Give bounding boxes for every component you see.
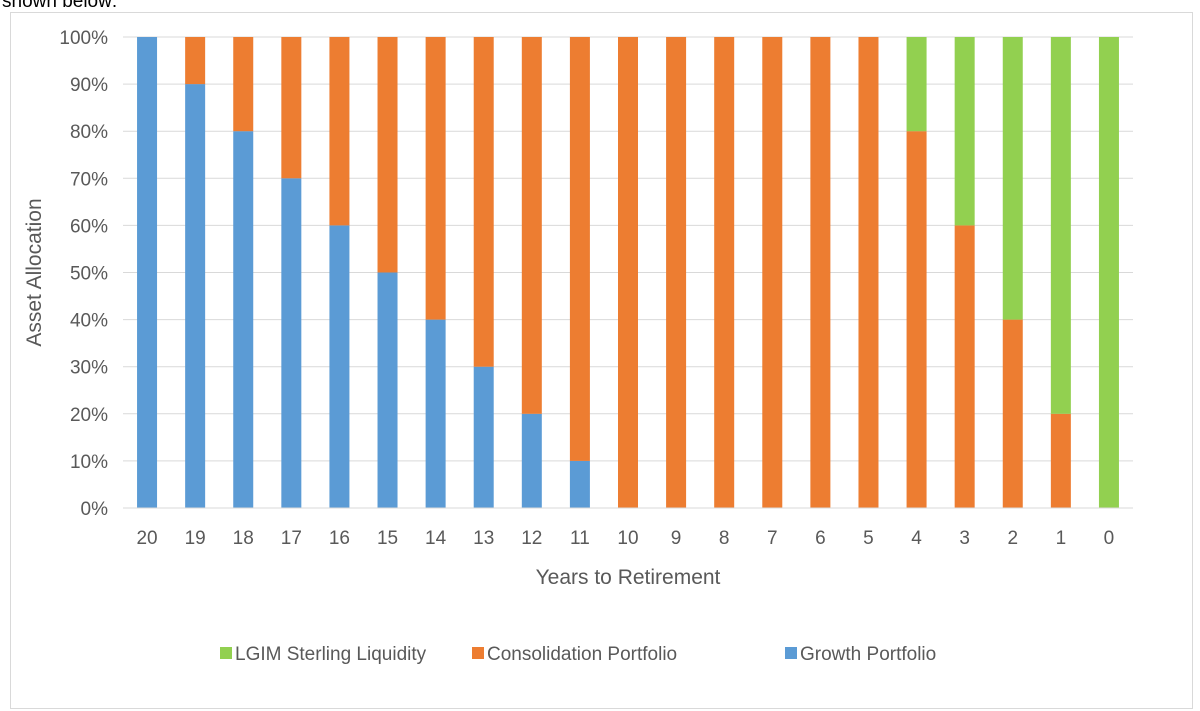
x-tick-label: 20 xyxy=(136,528,157,549)
bar-consolidation-portfolio xyxy=(329,37,350,226)
legend-label-consolidation-portfolio: Consolidation Portfolio xyxy=(487,644,677,665)
x-tick-label: 12 xyxy=(521,528,542,549)
y-tick-label: 90% xyxy=(70,75,108,96)
bar-consolidation-portfolio xyxy=(1002,319,1023,508)
bar-growth-portfolio xyxy=(377,272,398,508)
bar-consolidation-portfolio xyxy=(521,37,542,414)
bar-growth-portfolio xyxy=(281,178,302,509)
y-tick-label: 0% xyxy=(81,499,109,520)
bar-lgim-sterling-liquidity xyxy=(906,37,927,132)
intro-text: shown below: xyxy=(2,0,118,12)
x-tick-label: 14 xyxy=(425,528,447,549)
x-tick-label: 16 xyxy=(329,528,350,549)
x-tick-label: 8 xyxy=(719,528,730,549)
bar-lgim-sterling-liquidity xyxy=(1098,37,1119,508)
y-tick-label: 60% xyxy=(70,216,108,237)
x-tick-label: 15 xyxy=(377,528,398,549)
x-tick-label: 0 xyxy=(1104,528,1115,549)
bar-growth-portfolio xyxy=(233,131,254,508)
y-tick-label: 20% xyxy=(70,405,108,426)
bars xyxy=(137,37,1119,509)
bar-growth-portfolio xyxy=(329,225,350,508)
y-tick-label: 80% xyxy=(70,122,108,143)
bar-consolidation-portfolio xyxy=(473,37,494,367)
y-tick-label: 10% xyxy=(70,452,108,473)
bar-consolidation-portfolio xyxy=(762,37,783,508)
bar-consolidation-portfolio xyxy=(666,37,687,508)
bar-consolidation-portfolio xyxy=(810,37,831,508)
bar-growth-portfolio xyxy=(137,37,158,508)
y-axis-title: Asset Allocation xyxy=(23,198,46,346)
y-tick-label: 40% xyxy=(70,311,108,332)
bar-lgim-sterling-liquidity xyxy=(1050,37,1071,414)
bar-consolidation-portfolio xyxy=(377,37,398,273)
y-tick-label: 30% xyxy=(70,358,108,379)
chart-frame xyxy=(10,12,1193,709)
bar-lgim-sterling-liquidity xyxy=(1002,37,1023,320)
bar-consolidation-portfolio xyxy=(858,37,879,508)
bar-consolidation-portfolio xyxy=(281,37,302,179)
bar-consolidation-portfolio xyxy=(233,37,254,132)
y-tick-label: 50% xyxy=(70,264,108,285)
x-tick-label: 19 xyxy=(185,528,206,549)
legend-label-lgim-sterling-liquidity: LGIM Sterling Liquidity xyxy=(235,644,427,665)
bar-consolidation-portfolio xyxy=(425,37,446,320)
bar-consolidation-portfolio xyxy=(954,225,975,508)
bar-consolidation-portfolio xyxy=(569,37,590,461)
legend-swatch-lgim-sterling-liquidity xyxy=(220,647,232,659)
x-axis-title: Years to Retirement xyxy=(536,566,721,589)
y-tick-label: 100% xyxy=(59,28,108,49)
legend-swatch-consolidation-portfolio xyxy=(472,647,484,659)
bar-consolidation-portfolio xyxy=(185,37,206,85)
bar-lgim-sterling-liquidity xyxy=(954,37,975,226)
x-tick-label: 7 xyxy=(767,528,778,549)
x-tick-label: 3 xyxy=(959,528,970,549)
x-tick-label: 6 xyxy=(815,528,826,549)
x-axis-ticks: 20 19 18 17 16 15 14 13 12 11 10 9 8 7 6 5 4 3 2 1 0 xyxy=(136,528,1114,549)
y-axis-ticks: 0% 10% 20% 30% 40% 50% 60% 70% 80% 90% 100% xyxy=(59,28,108,520)
bar-consolidation-portfolio xyxy=(1050,413,1071,508)
x-tick-label: 4 xyxy=(911,528,922,549)
bar-growth-portfolio xyxy=(473,366,494,508)
bar-growth-portfolio xyxy=(425,319,446,508)
bar-consolidation-portfolio xyxy=(906,131,927,508)
x-tick-label: 2 xyxy=(1007,528,1018,549)
legend: LGIM Sterling Liquidity Consolidation Por… xyxy=(220,644,936,665)
bar-growth-portfolio xyxy=(185,84,206,508)
x-tick-label: 10 xyxy=(617,528,638,549)
bar-growth-portfolio xyxy=(521,413,542,508)
x-tick-label: 17 xyxy=(281,528,302,549)
x-tick-label: 13 xyxy=(473,528,494,549)
x-tick-label: 5 xyxy=(863,528,874,549)
x-tick-label: 9 xyxy=(671,528,682,549)
x-tick-label: 11 xyxy=(570,528,590,549)
bar-consolidation-portfolio xyxy=(618,37,638,508)
x-tick-label: 18 xyxy=(233,528,254,549)
y-tick-label: 70% xyxy=(70,169,108,190)
legend-swatch-growth-portfolio xyxy=(785,647,797,659)
bar-consolidation-portfolio xyxy=(714,37,735,508)
bar-growth-portfolio xyxy=(569,460,590,508)
x-tick-label: 1 xyxy=(1056,528,1067,549)
legend-label-growth-portfolio: Growth Portfolio xyxy=(800,644,936,665)
